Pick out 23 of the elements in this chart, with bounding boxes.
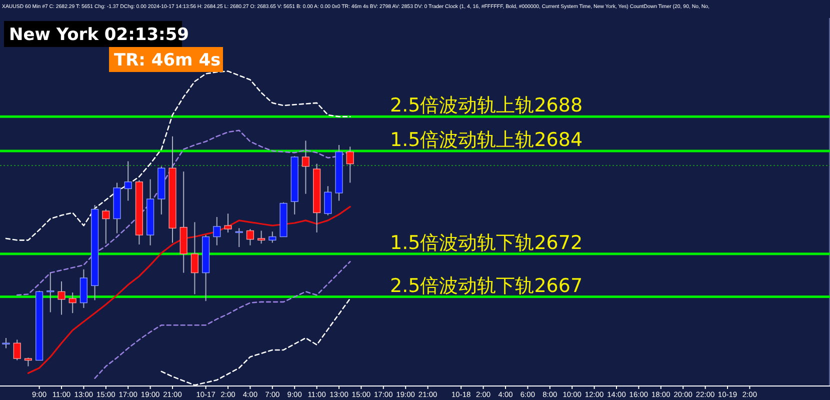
candlestick — [124, 160, 132, 202]
candlestick — [58, 280, 66, 316]
ref-line-label: 2.5倍波动轨上轨2688 — [390, 94, 583, 117]
candlestick — [2, 337, 10, 349]
ref-line-label: 1.5倍波动轨上轨2684 — [390, 128, 583, 151]
candlestick — [302, 140, 310, 194]
candlestick — [46, 272, 54, 313]
candlestick — [258, 230, 266, 244]
candlestick — [246, 228, 254, 246]
candlestick — [235, 228, 243, 248]
candlestick — [224, 213, 232, 233]
candlestick — [268, 231, 276, 244]
candlestick — [324, 186, 332, 216]
candlestick — [346, 146, 354, 184]
candlestick — [213, 216, 221, 246]
annotation: New York 02:13:59 — [9, 25, 189, 45]
ref-line-label: 2.5倍波动轨下轨2667 — [390, 274, 583, 297]
candlestick — [68, 292, 76, 314]
annotation: TR: 46m 4s — [114, 50, 221, 70]
candlestick — [190, 222, 198, 295]
candlestick — [13, 339, 21, 361]
candlestick — [102, 208, 110, 244]
ref-line-label: 1.5倍波动轨下轨2672 — [390, 232, 583, 254]
